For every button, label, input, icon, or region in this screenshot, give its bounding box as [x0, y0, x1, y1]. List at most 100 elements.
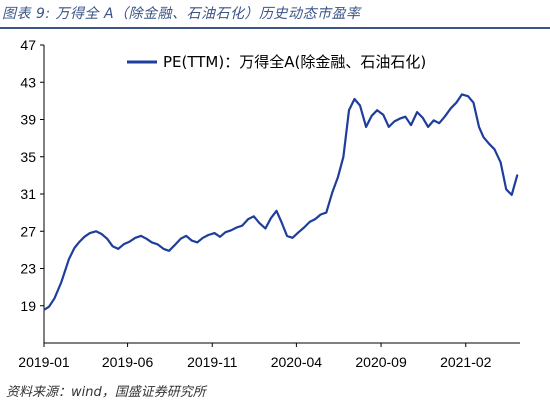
data-point: [213, 232, 216, 234]
data-point: [493, 148, 496, 151]
data-point: [297, 231, 300, 233]
data-point: [482, 136, 485, 138]
data-point: [83, 236, 86, 238]
data-point: [207, 234, 210, 236]
data-point: [410, 124, 412, 126]
data-point: [151, 241, 153, 244]
data-point: [438, 122, 441, 124]
data-point: [286, 235, 288, 237]
data-point: [68, 258, 70, 261]
data-point: [235, 226, 238, 229]
data-point: [331, 191, 334, 193]
data-point: [202, 237, 204, 239]
data-point: [48, 305, 50, 308]
data-point: [191, 239, 193, 242]
data-point: [450, 107, 452, 110]
data-point: [510, 194, 513, 196]
chart-axes: [43, 45, 520, 344]
data-point: [185, 235, 187, 237]
data-point: [53, 297, 56, 300]
data-point: [516, 174, 518, 177]
data-point: [253, 215, 255, 218]
data-point: [382, 114, 385, 116]
x-axis-ticks: 2019-01 2019-06 2019-11 2020-04 2020-09 2021-…: [18, 343, 492, 370]
data-point: [478, 126, 480, 128]
data-point: [258, 222, 261, 224]
data-point: [95, 230, 97, 233]
data-point: [270, 217, 272, 219]
data-point: [106, 237, 108, 240]
y-tick-label: 43: [20, 74, 36, 90]
data-point: [505, 188, 508, 191]
data-point: [230, 229, 232, 232]
x-tick-label: 2019-01: [18, 354, 70, 370]
data-point: [365, 126, 367, 128]
data-point: [388, 126, 390, 128]
data-point: [60, 281, 62, 284]
data-point: [43, 308, 46, 311]
y-tick-label: 31: [20, 186, 36, 202]
data-point: [247, 218, 249, 220]
data-point: [337, 176, 339, 178]
data-point: [472, 101, 475, 104]
y-tick-label: 23: [20, 261, 36, 277]
data-point: [399, 117, 401, 120]
data-point: [443, 115, 446, 118]
data-point: [467, 95, 469, 97]
data-point: [111, 245, 114, 247]
data-point: [359, 104, 361, 107]
data-point: [134, 237, 137, 239]
data-point: [280, 221, 283, 223]
y-tick-label: 47: [20, 37, 36, 53]
series-group: [43, 93, 519, 311]
data-point: [291, 237, 294, 239]
data-point: [168, 250, 170, 252]
x-tick-label: 2020-04: [271, 354, 323, 370]
legend-label: PE(TTM)：万得全A(除金融、石油石化): [163, 53, 426, 71]
data-point: [455, 101, 458, 104]
data-point: [89, 232, 91, 234]
data-point: [196, 241, 199, 244]
data-point: [353, 98, 356, 100]
x-tick-label: 2021-02: [440, 354, 492, 370]
data-point: [179, 237, 182, 240]
data-point: [488, 142, 490, 145]
data-point: [78, 241, 80, 244]
chart-legend: PE(TTM)：万得全A(除金融、石油石化): [127, 53, 426, 71]
data-point: [325, 211, 328, 214]
data-point: [264, 227, 267, 230]
data-point: [370, 115, 373, 117]
data-point: [145, 237, 148, 240]
data-point: [499, 161, 502, 164]
data-point: [393, 120, 396, 123]
data-point: [308, 221, 311, 223]
x-tick-label: 2019-06: [102, 354, 154, 370]
data-point: [319, 213, 322, 216]
data-point: [376, 109, 379, 111]
data-point: [140, 235, 142, 237]
data-point: [348, 109, 350, 111]
data-point: [219, 236, 221, 238]
data-point: [432, 119, 435, 122]
data-point: [241, 224, 243, 227]
source-note: 资料来源：wind，国盛证券研究所: [6, 385, 206, 400]
data-point: [275, 210, 278, 212]
y-tick-label: 35: [20, 149, 36, 165]
data-point: [117, 248, 119, 250]
data-point: [342, 156, 345, 158]
data-point: [416, 111, 418, 113]
data-point: [303, 226, 305, 229]
series-line: [43, 93, 519, 311]
y-tick-label: 39: [20, 112, 36, 128]
data-point: [461, 93, 463, 96]
data-point: [122, 243, 125, 246]
y-tick-label: 19: [20, 298, 36, 314]
data-point: [421, 116, 424, 119]
data-point: [224, 231, 227, 233]
data-point: [314, 218, 317, 220]
data-point: [129, 240, 131, 243]
data-point: [73, 247, 76, 249]
y-axis-ticks: 19 23 27 31 35 39 43 47: [20, 37, 44, 314]
data-point: [162, 248, 165, 250]
